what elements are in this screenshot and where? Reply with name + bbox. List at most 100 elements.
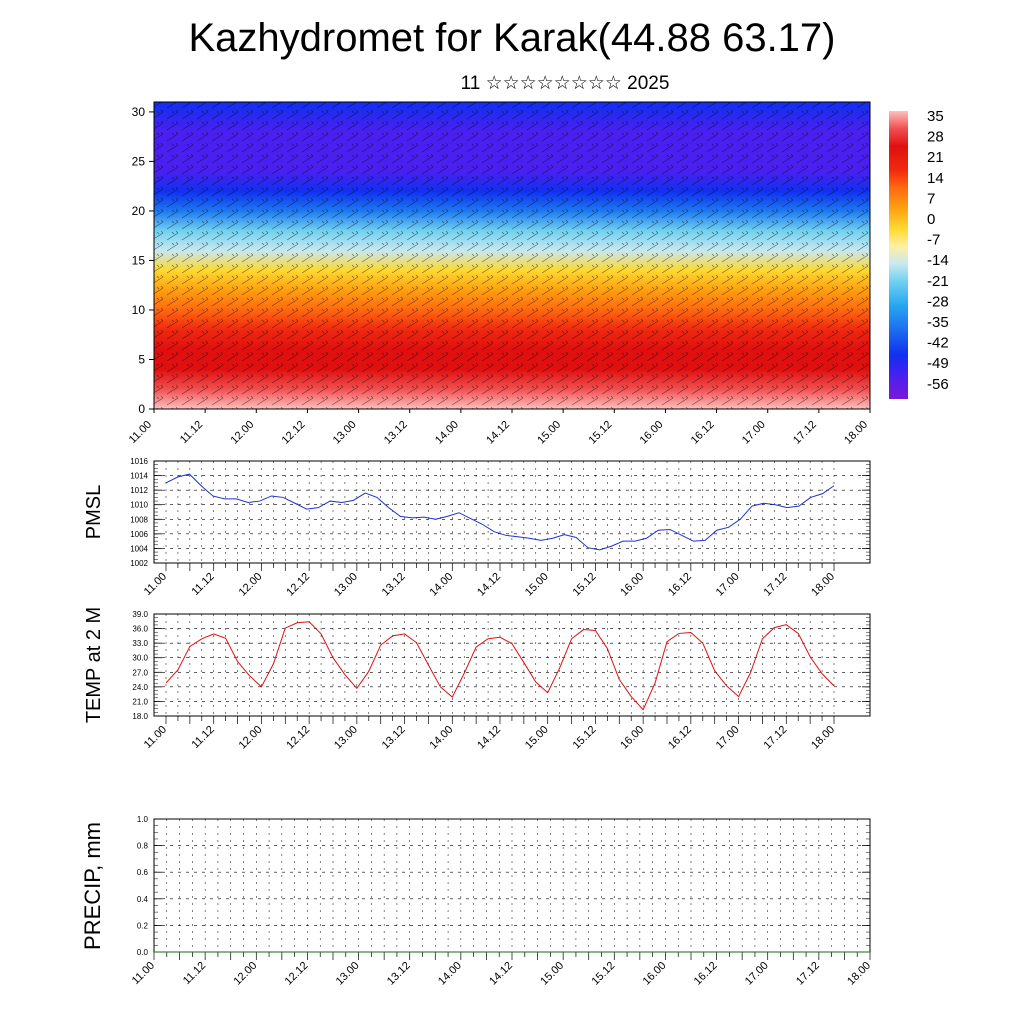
colorbar-label: 28 [927,129,944,146]
x-tick-label: 11.00 [130,960,157,987]
y-tick-label: 0.6 [137,868,149,877]
chart-subtitle: 11 ☆☆☆☆☆☆☆☆ 2025 [460,73,670,94]
y-tick-label: 1004 [130,544,148,553]
x-tick-label: 15.00 [523,724,551,752]
pmsl-panel: 1002 1004 1006 1008 1010 1012 1014 1016 11.00 11.… [83,457,871,599]
y-axis-label: TEMP at 2 M [83,607,105,723]
colorbar-label: -49 [927,355,949,372]
x-tick-label: 17.12 [794,960,822,988]
cross-section-panel: 0 5 10 15 20 25 30 11.00 11.12 12.00 12.12 13.00 13.… [127,101,871,447]
x-tick-label: 11.12 [181,960,208,987]
y-tick-label: 5 [138,352,145,366]
y-tick-label: 1.0 [137,815,149,824]
chart-title: Kazhydromet for Karak(44.88 63.17) [188,16,836,60]
y-tick-label: 27.0 [132,668,148,677]
x-tick-label: 15.12 [586,419,614,447]
y-tick-label: 1006 [130,530,148,539]
x-tick-label: 14.12 [487,960,515,988]
x-tick-label: 13.00 [332,571,360,599]
y-tick-label: 25 [132,154,146,168]
x-tick-label: 16.12 [666,724,694,752]
x-tick-label: 16.00 [641,960,669,988]
y-tick-label: 1008 [130,515,148,524]
y-tick-label: 21.0 [132,697,148,706]
y-tick-label: 30 [132,105,146,119]
y-tick-label: 20 [132,204,146,218]
x-tick-label: 11.00 [142,571,169,598]
x-tick-label: 16.12 [666,571,694,599]
x-tick-label: 16.12 [689,419,717,447]
series-line [165,621,835,711]
x-tick-label: 12.12 [284,724,312,752]
colorbar-ramp [889,111,908,399]
y-axis-label: PRECIP, mm [80,822,105,950]
x-tick-label: 12.12 [283,960,311,988]
y-tick-label: 10 [132,303,146,317]
colorbar-label: -56 [927,376,949,393]
y-tick-label: 1010 [130,501,148,510]
x-tick-label: 18.00 [809,724,837,752]
x-tick-label: 13.12 [380,724,408,752]
x-tick-label: 11.00 [142,724,169,751]
x-tick-label: 15.12 [571,724,599,752]
colorbar-label: -21 [927,273,949,290]
y-tick-label: 0.4 [137,895,149,904]
x-tick-label: 15.00 [523,571,551,599]
temp-panel: 18.0 21.0 24.0 27.0 30.0 33.0 36.0 39.0 11.00 11.… [83,607,871,752]
wind-barbs [154,102,870,409]
y-tick-label: 0.8 [137,842,149,851]
x-tick-label: 15.00 [535,419,563,447]
y-tick-label: 39.0 [132,610,148,619]
x-tick-label: 14.00 [433,419,461,447]
y-tick-label: 0.0 [137,948,149,957]
x-tick-label: 15.12 [571,571,599,599]
x-tick-label: 14.12 [484,419,512,447]
colorbar-label: 14 [927,170,944,187]
x-tick-label: 17.00 [714,571,742,599]
y-tick-label: 30.0 [132,654,148,663]
x-tick-label: 14.12 [475,571,503,599]
x-tick-label: 15.12 [589,960,617,988]
y-tick-label: 1014 [130,472,148,481]
x-tick-label: 18.00 [845,960,873,988]
x-tick-label: 16.00 [618,724,646,752]
y-tick-label: 33.0 [132,639,148,648]
x-tick-label: 13.12 [380,571,408,599]
x-tick-label: 12.00 [231,960,259,988]
x-tick-label: 17.00 [714,724,742,752]
colorbar-label: 35 [927,108,944,125]
x-tick-label: 11.00 [127,419,154,446]
colorbar-label: -35 [927,314,949,331]
x-tick-label: 13.00 [334,960,362,988]
x-tick-label: 18.00 [842,419,870,447]
x-tick-label: 16.00 [618,571,646,599]
x-tick-label: 13.00 [331,419,359,447]
x-tick-label: 17.12 [791,419,819,447]
x-tick-label: 12.00 [237,724,265,752]
series-line [165,473,835,551]
y-tick-label: 24.0 [132,683,148,692]
y-tick-label: 15 [132,253,146,267]
x-tick-label: 17.12 [761,724,789,752]
x-tick-label: 18.00 [809,571,837,599]
y-axis-label: PMSL [83,485,105,539]
x-tick-label: 11.12 [189,571,216,598]
x-tick-label: 14.00 [427,724,455,752]
x-tick-label: 12.12 [280,419,308,447]
y-tick-label: 1016 [130,457,148,466]
colorbar-label: -28 [927,293,949,310]
x-tick-label: 16.12 [692,960,720,988]
y-tick-label: 18.0 [132,712,148,721]
x-tick-label: 13.00 [332,724,360,752]
x-tick-label: 16.00 [638,419,666,447]
x-tick-label: 17.12 [761,571,789,599]
x-tick-label: 12.00 [237,571,265,599]
x-tick-label: 12.12 [284,571,312,599]
colorbar-label: -7 [927,232,940,249]
precip-panel: 0.0 0.2 0.4 0.6 0.8 1.0 11.00 11.12 12.00 12.12 13… [80,815,873,988]
y-tick-label: 36.0 [132,625,148,634]
x-tick-label: 12.00 [228,419,256,447]
x-tick-label: 13.12 [382,419,410,447]
x-tick-label: 13.12 [385,960,413,988]
